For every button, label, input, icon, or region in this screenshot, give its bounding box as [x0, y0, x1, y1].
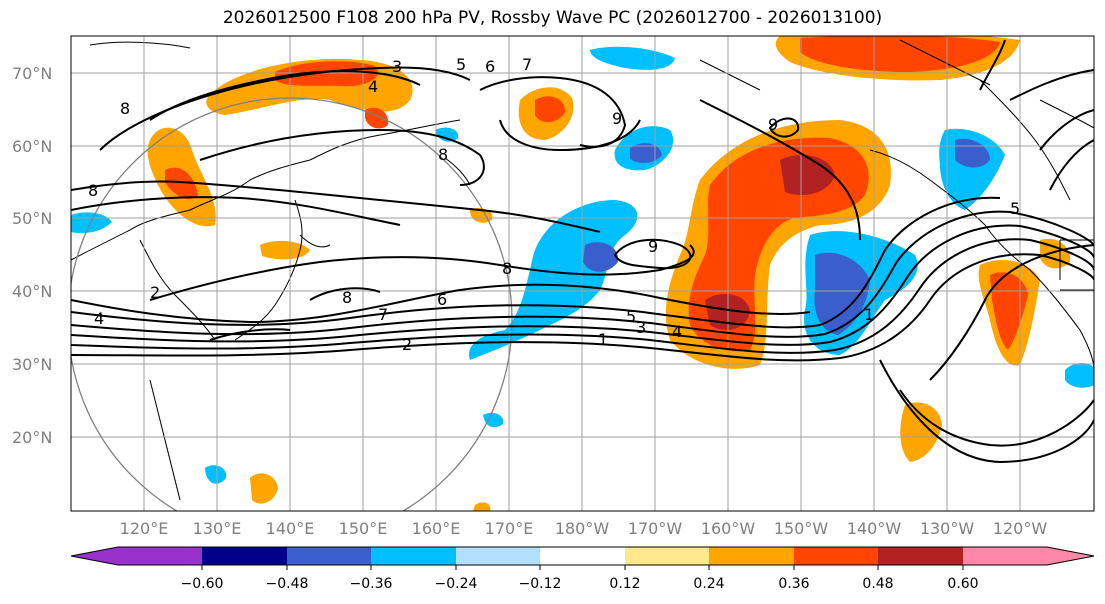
colorbar-tick-label: −0.24 — [435, 576, 478, 592]
reference-circle — [71, 97, 513, 511]
colorbar-segment — [878, 547, 963, 565]
colorbar-extend-low — [71, 547, 118, 565]
lon-label: 140°E — [266, 519, 315, 538]
colorbar-segment — [709, 547, 794, 565]
lon-label: 150°W — [774, 519, 829, 538]
lat-label: 30°N — [12, 355, 52, 374]
lat-label: 20°N — [12, 428, 52, 447]
contour-label: 8 — [88, 181, 98, 200]
contour-label: 6 — [437, 290, 447, 309]
lon-label: 140°W — [847, 519, 902, 538]
colorbar-segment — [371, 547, 456, 565]
lon-label: 170°E — [485, 519, 534, 538]
colorbar-outline — [70, 546, 1095, 566]
colorbar-segment — [118, 547, 202, 565]
contour-label: 5 — [626, 307, 636, 326]
colorbar-tick-label: 0.36 — [778, 576, 809, 592]
contour-label: 8 — [502, 259, 512, 278]
contour-label: 9 — [612, 109, 622, 128]
contour-label: 1 — [864, 305, 874, 324]
lon-label: 130°W — [920, 519, 975, 538]
colorbar-segment — [794, 547, 878, 565]
map-border — [70, 35, 1095, 512]
contour-label: 3 — [392, 57, 402, 76]
map-content: 1 2 3 4 5 6 7 8 9 8 8 9 5 6 7 3 4 4 2 5 … — [71, 36, 1094, 511]
colorbar-segment — [540, 547, 625, 565]
contour-labels: 1 2 3 4 5 6 7 8 9 8 8 9 5 6 7 3 4 4 2 5 … — [88, 55, 1020, 354]
colorbar-tick-label: 0.48 — [862, 576, 893, 592]
colorbar-segment — [625, 547, 709, 565]
lon-label: 120°E — [120, 519, 169, 538]
colorbar-segment — [456, 547, 540, 565]
lon-label: 180°W — [555, 519, 610, 538]
colorbar-tick-label: −0.36 — [350, 576, 393, 592]
colorbar-extend-high — [1047, 547, 1094, 565]
contour-label: 4 — [94, 309, 104, 328]
contour-label: 7 — [522, 55, 532, 74]
colorbar-tick-label: 0.24 — [693, 576, 724, 592]
lon-label: 130°E — [193, 519, 242, 538]
lon-label: 160°W — [701, 519, 756, 538]
colorbar-tick-label: −0.60 — [181, 576, 224, 592]
contour-label: 7 — [378, 305, 388, 324]
contour-label: 1 — [598, 330, 608, 349]
lat-label: 50°N — [12, 209, 52, 228]
pv-contours — [71, 39, 1094, 464]
colorbar: −0.60 −0.48 −0.36 −0.24 −0.12 0.12 0.24 … — [70, 546, 1095, 592]
lat-label: 70°N — [12, 64, 52, 83]
contour-label: 2 — [150, 283, 160, 302]
colorbar-tick-label: −0.12 — [519, 576, 562, 592]
map-title: 2026012500 F108 200 hPa PV, Rossby Wave … — [222, 8, 883, 28]
contour-label: 9 — [648, 237, 658, 256]
contour-label: 4 — [368, 77, 378, 96]
contour-label: 3 — [636, 318, 646, 337]
colorbar-segment — [963, 547, 1047, 565]
contour-label: 8 — [120, 99, 130, 118]
contour-label: 2 — [402, 335, 412, 354]
colorbar-segment — [202, 547, 287, 565]
contour-label: 5 — [456, 55, 466, 74]
contour-label: 8 — [438, 145, 448, 164]
longitude-labels: 120°E 130°E 140°E 150°E 160°E 170°E 180°… — [120, 519, 1048, 538]
contour-label: 8 — [342, 288, 352, 307]
contour-label: 5 — [1010, 199, 1020, 218]
colorbar-segment — [287, 547, 371, 565]
contour-label: 9 — [768, 115, 778, 134]
latitude-labels: 70°N 60°N 50°N 40°N 30°N 20°N — [12, 64, 52, 447]
lon-label: 120°W — [993, 519, 1048, 538]
lon-label: 160°E — [412, 519, 461, 538]
lon-label: 150°E — [339, 519, 388, 538]
colorbar-tick-label: 0.60 — [947, 576, 978, 592]
colorbar-tick-label: −0.48 — [266, 576, 309, 592]
contour-label: 6 — [485, 57, 495, 76]
lat-label: 40°N — [12, 282, 52, 301]
lat-label: 60°N — [12, 137, 52, 156]
colorbar-tick-label: 0.12 — [609, 576, 640, 592]
lon-label: 170°W — [628, 519, 683, 538]
contour-label: 4 — [672, 322, 682, 341]
